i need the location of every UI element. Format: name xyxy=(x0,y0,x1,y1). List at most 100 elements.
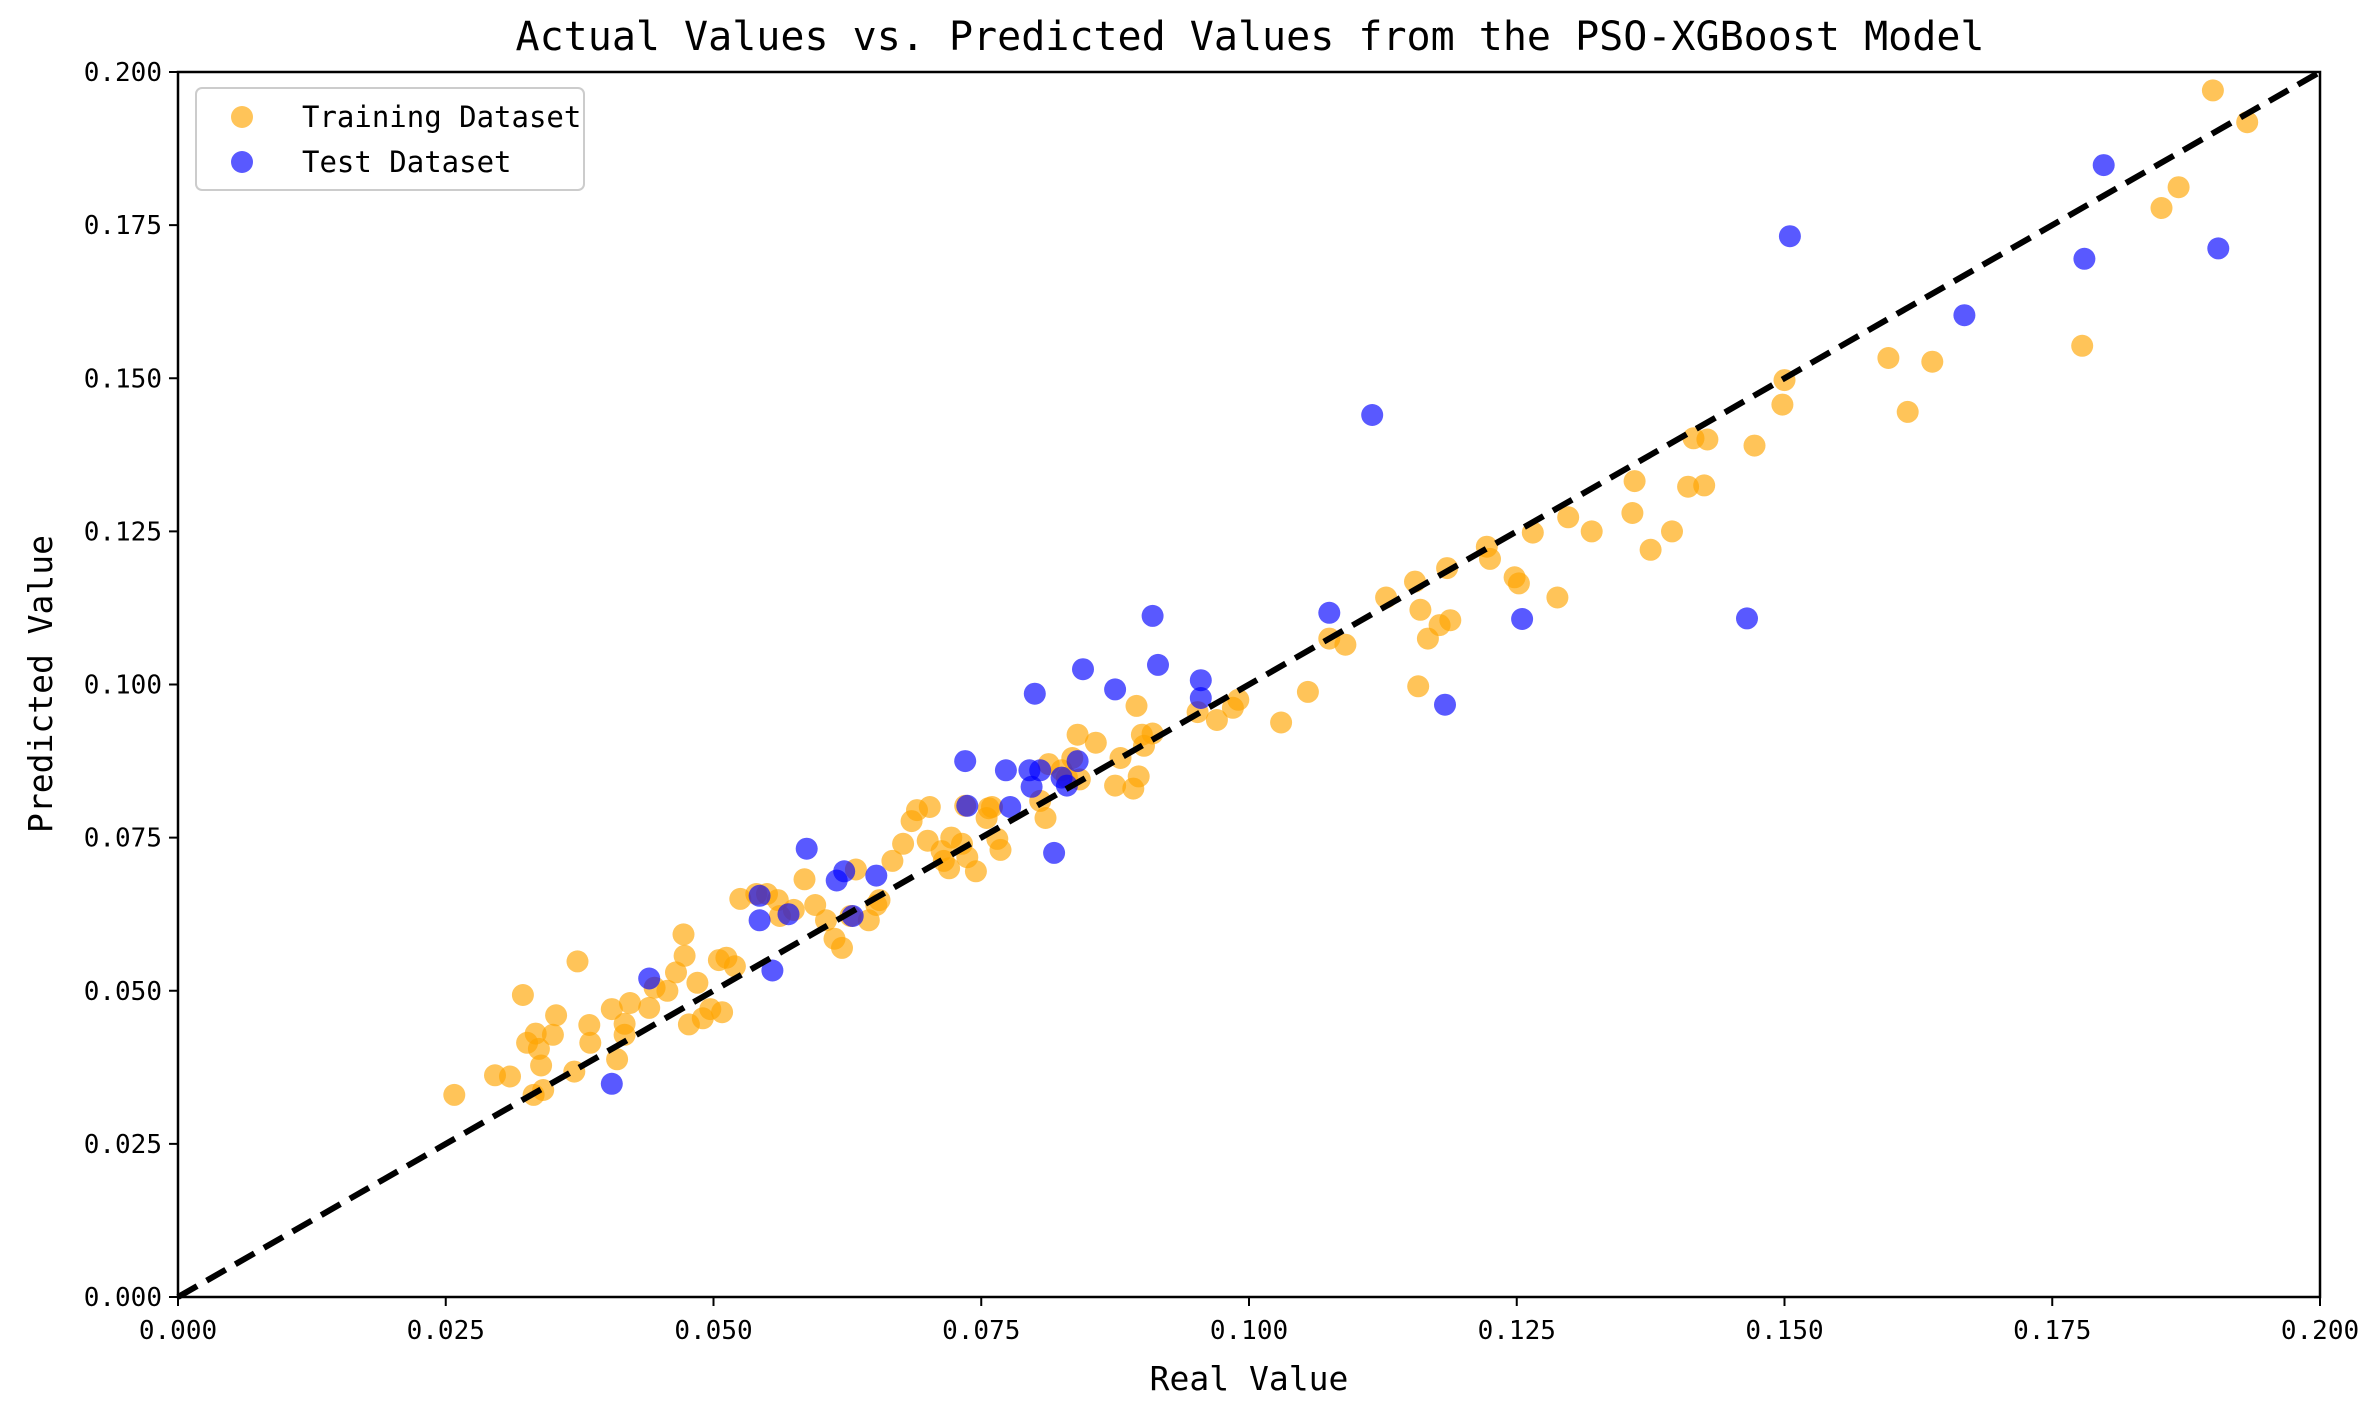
x-tick-label: 0.200 xyxy=(2281,1316,2359,1346)
test-point xyxy=(1147,653,1169,676)
test-point xyxy=(1736,607,1758,630)
identity-reference-line xyxy=(176,69,2322,1300)
training-point xyxy=(578,1014,601,1036)
training-point xyxy=(499,1065,521,1088)
training-point xyxy=(545,1004,568,1027)
test-point xyxy=(1189,687,1212,709)
training-point xyxy=(1677,475,1700,498)
test-point xyxy=(1043,841,1066,864)
training-point xyxy=(1639,538,1662,561)
y-tick-label: 0.075 xyxy=(84,824,162,854)
training-point xyxy=(723,955,746,978)
plot-points xyxy=(443,79,2259,1106)
y-tick-label: 0.100 xyxy=(84,671,162,701)
test-point xyxy=(1104,678,1127,701)
training-point xyxy=(1205,709,1228,731)
training-point xyxy=(1270,711,1293,734)
training-point xyxy=(541,1023,564,1046)
legend: Training Dataset Test Dataset xyxy=(195,87,585,191)
x-axis: 0.000 0.025 0.050 0.075 0.100 0.125 0.150 0.175… xyxy=(139,1297,2359,1346)
training-point xyxy=(606,1048,629,1071)
y-axis: 0.000 0.025 0.050 0.075 0.100 0.125 0.150 0.175… xyxy=(84,58,178,1313)
training-point xyxy=(530,1054,553,1077)
training-point xyxy=(2201,79,2224,102)
training-point xyxy=(815,909,837,932)
test-point xyxy=(2207,237,2230,260)
training-point xyxy=(672,923,695,946)
training-point xyxy=(1127,765,1150,788)
test-point xyxy=(1778,225,1801,248)
training-point xyxy=(892,832,915,855)
test-point xyxy=(795,837,818,860)
chart-title: Actual Values vs. Predicted Values from … xyxy=(515,14,1984,60)
training-point xyxy=(1877,347,1900,369)
training-point xyxy=(1693,474,1716,497)
training-point xyxy=(1771,393,1794,416)
test-point xyxy=(1189,669,1212,692)
x-tick-label: 0.000 xyxy=(139,1316,217,1346)
x-tick-label: 0.100 xyxy=(1210,1316,1288,1346)
training-point xyxy=(566,950,589,973)
training-point xyxy=(1661,520,1683,543)
training-point xyxy=(989,838,1012,861)
training-point xyxy=(1507,572,1530,595)
test-point xyxy=(994,759,1017,782)
training-point xyxy=(964,860,987,883)
training-point xyxy=(443,1083,466,1106)
test-point xyxy=(638,967,661,990)
test-point xyxy=(600,1072,623,1095)
training-point xyxy=(1066,723,1089,746)
y-tick-label: 0.150 xyxy=(84,364,162,394)
training-point xyxy=(804,894,827,916)
test-point xyxy=(761,959,784,982)
training-point xyxy=(2071,334,2094,357)
test-point xyxy=(1318,601,1341,624)
training-point xyxy=(1296,680,1319,703)
training-point xyxy=(600,998,623,1021)
training-point xyxy=(1439,609,1462,632)
x-tick-label: 0.125 xyxy=(1478,1316,1556,1346)
test-point xyxy=(999,796,1022,818)
y-axis-label: Predicted Value xyxy=(21,535,60,833)
training-point xyxy=(1034,807,1057,829)
test-point xyxy=(954,750,977,773)
test-point xyxy=(2073,247,2096,270)
training-point xyxy=(1621,502,1644,524)
legend-label-test: Test Dataset xyxy=(302,145,512,179)
x-axis-label: Real Value xyxy=(1150,1359,1349,1398)
training-point xyxy=(532,1079,555,1101)
training-point xyxy=(1546,586,1569,609)
training-point xyxy=(2167,176,2190,199)
test-point xyxy=(1072,658,1094,681)
training-point xyxy=(1623,470,1646,493)
training-point xyxy=(527,1037,550,1060)
x-tick-label: 0.050 xyxy=(674,1316,752,1346)
training-point xyxy=(1479,547,1501,570)
training-point xyxy=(1580,520,1603,543)
training-point xyxy=(1557,506,1580,529)
test-point xyxy=(1511,608,1534,630)
test-point xyxy=(841,905,864,927)
training-point xyxy=(831,936,853,959)
test-point xyxy=(956,794,979,817)
y-tick-label: 0.125 xyxy=(84,517,162,547)
test-point xyxy=(1029,759,1052,782)
training-point xyxy=(2150,197,2173,219)
x-tick-label: 0.175 xyxy=(2013,1316,2091,1346)
y-tick-label: 0.000 xyxy=(84,1283,162,1313)
x-tick-label: 0.075 xyxy=(942,1316,1020,1346)
test-point xyxy=(833,860,856,883)
y-tick-label: 0.175 xyxy=(84,211,162,241)
training-point xyxy=(1896,400,1919,423)
training-point xyxy=(579,1031,602,1054)
training-point xyxy=(1104,774,1127,797)
training-point xyxy=(711,1001,734,1024)
training-point xyxy=(1409,598,1432,621)
y-tick-label: 0.200 xyxy=(84,58,162,88)
training-point xyxy=(686,971,709,994)
test-point xyxy=(865,864,888,887)
test-point xyxy=(1020,775,1043,798)
test-point xyxy=(1141,604,1164,627)
training-point xyxy=(881,849,904,872)
test-point xyxy=(1023,682,1046,705)
